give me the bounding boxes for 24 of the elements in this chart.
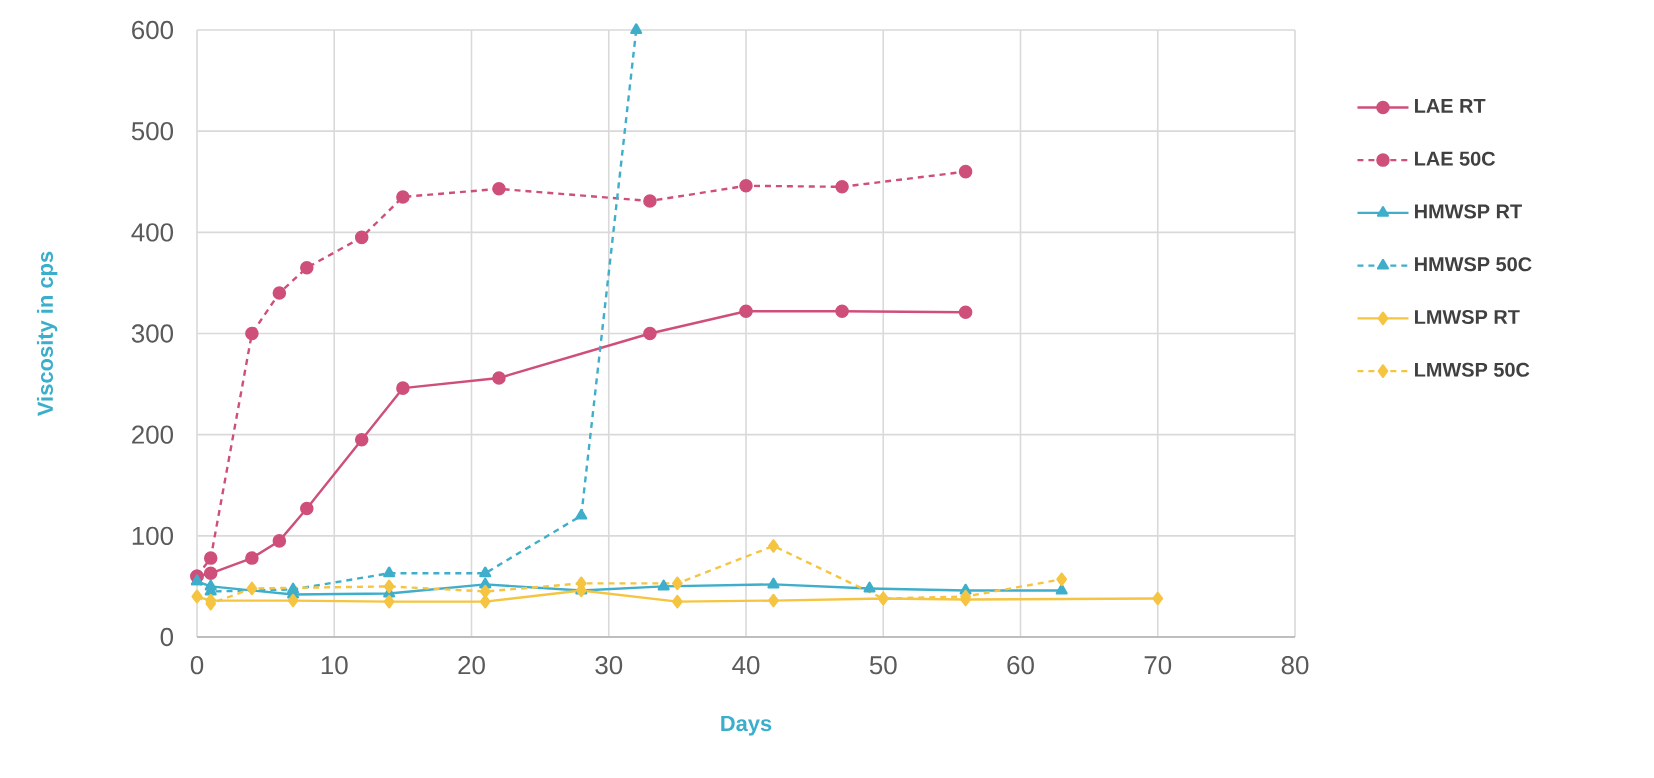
- legend-label: LAE RT: [1415, 99, 1486, 113]
- x-tick-label: 20: [458, 655, 485, 675]
- y-tick-label: 500: [131, 121, 174, 141]
- x-axis-title: Days: [721, 715, 772, 736]
- x-tick-label: 50: [869, 655, 897, 675]
- x-tick-label: 80: [1281, 655, 1309, 675]
- y-axis-title: Viscosity in cps: [36, 251, 58, 416]
- y-tick-label: 300: [131, 324, 174, 343]
- x-tick-label: 70: [1144, 655, 1172, 675]
- legend-label: LMWSP 50C: [1415, 362, 1530, 377]
- y-tick-label: 100: [132, 526, 174, 545]
- legend-label: LAE 50C: [1415, 151, 1496, 166]
- legend-label: HMWSP 50C: [1415, 257, 1532, 272]
- y-tick-label: 600: [132, 20, 174, 40]
- legend-label: LMWSP RT: [1415, 309, 1520, 325]
- x-tick-label: 60: [1007, 655, 1034, 675]
- y-tick-label: 400: [131, 223, 174, 242]
- y-tick-label: 200: [132, 425, 174, 444]
- y-tick-label: 0: [160, 627, 174, 647]
- x-tick-label: 40: [732, 655, 760, 675]
- legend-label: HMWSP RT: [1415, 204, 1522, 219]
- x-tick-label: 10: [321, 655, 348, 675]
- x-tick-label: 0: [190, 655, 204, 675]
- x-tick-label: 30: [595, 655, 623, 675]
